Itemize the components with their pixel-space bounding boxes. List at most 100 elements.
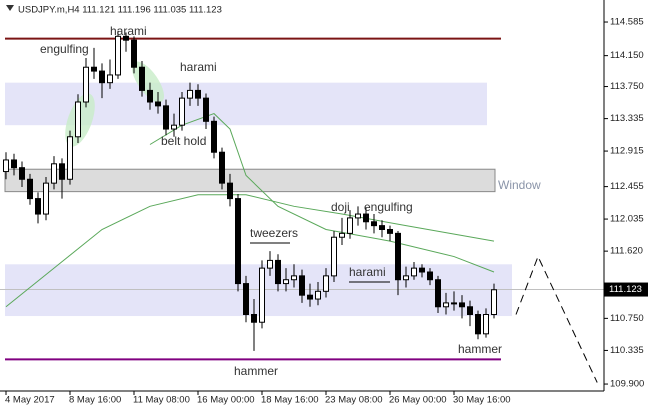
candle-body [275,259,281,285]
candle-body [307,294,313,300]
y-tick-label: 113.335 [610,113,644,124]
candle-body [51,163,57,184]
candle-body [147,89,153,103]
zone [4,168,496,193]
x-tick-label: 4 May 2017 [5,395,55,406]
candle-body [235,198,241,285]
candle-body [27,178,33,200]
y-tick-label: 113.750 [610,81,644,92]
candle-body [451,302,457,305]
candle-body [67,136,73,180]
y-tick-label: 114.150 [610,50,644,61]
x-tick-label: 30 May 16:00 [453,395,511,406]
y-tick-label: 109.900 [610,379,644,390]
candle-body [411,267,417,277]
annotation: hammer [458,342,502,356]
candle-body [315,290,321,300]
candle-body [443,302,449,308]
candle-body [331,236,337,277]
candle-body [83,66,89,103]
candle-body [395,232,401,281]
candle-body [139,66,145,91]
candle-body [3,159,9,173]
annotation: engulfing [40,42,89,56]
x-tick-label: 8 May 16:00 [69,395,121,406]
projection [515,255,598,383]
candle-body [171,124,177,130]
candle-body [35,198,41,215]
candle-body [403,275,409,281]
icon [6,5,14,11]
candle-body [363,213,369,223]
candle-body [419,267,425,273]
candle-body [379,225,385,231]
candle-body [155,101,161,107]
annotation: engulfing [364,200,413,214]
candle-body [459,302,465,308]
candle-body [91,66,97,72]
y-tick-label: 110.750 [610,313,644,324]
candle-body [179,97,185,126]
candle-body [435,279,441,308]
candle-body [387,229,393,234]
annotation: harami [349,265,386,279]
y-tick-label: 114.585 [610,17,644,28]
candle-body [75,101,81,138]
candle-body [355,213,361,219]
candle-body [219,151,225,184]
candle-body [203,97,209,122]
candle-body [427,271,433,281]
annotation: tweezers [250,226,298,240]
candle-body [19,167,25,180]
annotation: harami [110,24,147,38]
price-tag-label: 111.123 [609,284,642,295]
candle-body [11,159,17,169]
x-tick-label: 11 May 08:00 [133,395,190,406]
candle-body [339,232,345,238]
y-tick-label: 110.335 [610,345,644,356]
candle-body [491,289,497,316]
y-tick-label: 112.915 [610,146,644,157]
candle-body [59,163,65,180]
ma-line [149,113,495,273]
y-tick-label: 112.455 [610,181,644,192]
candle-body [107,74,113,84]
candle-body [195,89,201,99]
y-tick-label: 112.035 [610,214,644,225]
candle-body [251,314,257,323]
y-tick-label: 111.620 [610,246,643,257]
candle-body [123,35,129,41]
annotation: hammer [234,364,278,378]
candle-body [43,182,49,215]
chart-title: USDJPY.m,H4 111.121 111.196 111.035 111.… [18,5,222,16]
x-tick-label: 26 May 00:00 [389,395,447,406]
candle-body [371,221,377,227]
annotation: doji [331,200,350,214]
annotation: Window [498,178,541,192]
candle-body [163,105,169,130]
candle-body [115,35,121,76]
candle-body [187,89,193,99]
candle-body [299,275,305,296]
annotation: belt hold [161,134,206,148]
candle-body [259,267,265,323]
candle-body [323,275,329,292]
x-tick-label: 16 May 00:00 [197,395,255,406]
candle-body [291,275,297,281]
candle-body [347,217,353,234]
annotation: harami [180,60,217,74]
candle-body [283,279,289,285]
x-tick-label: 18 May 16:00 [261,395,319,406]
candle-body [211,120,217,153]
candle-body [267,259,273,269]
candle-body [475,314,481,335]
candle-body [99,70,105,84]
candle-body [131,39,137,68]
candle-body [227,182,233,200]
price-tag [604,282,648,297]
x-tick-label: 23 May 08:00 [325,395,383,406]
candle-body [243,283,249,316]
candle-body [483,314,489,335]
